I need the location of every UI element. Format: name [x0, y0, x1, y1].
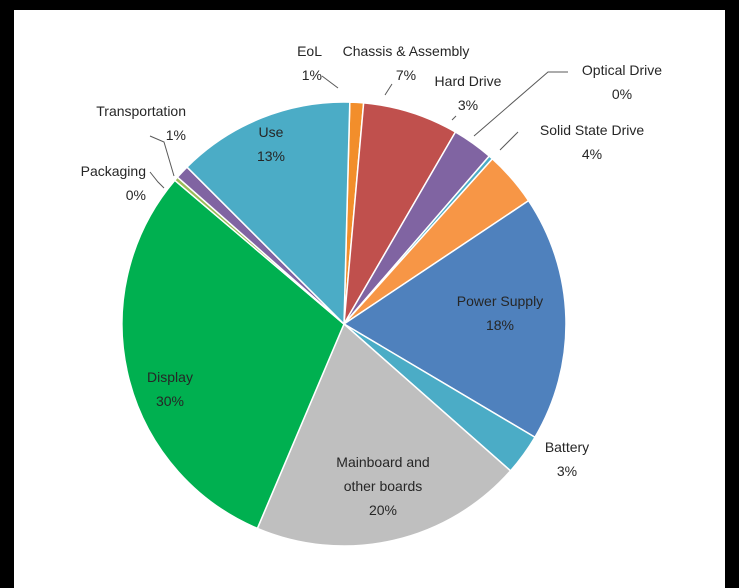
data-label-use: Use 13%	[257, 124, 285, 164]
data-labels: EoL 1% Chassis & Assembly 7% Hard Drive 3% Opt…	[81, 43, 663, 518]
leader-line-optical-drive	[473, 71, 568, 137]
leader-lines	[149, 71, 568, 189]
data-label-transportation: Transportation 1%	[96, 103, 186, 143]
data-label-packaging: Packaging 0%	[81, 163, 146, 203]
slice-power-supply	[342, 199, 567, 439]
data-label-power-supply: Power Supply 18%	[457, 293, 543, 333]
leader-line-solid-state-drive	[499, 131, 519, 151]
leader-line-packaging	[149, 171, 165, 189]
slice-display	[121, 179, 345, 530]
data-label-mainboard-and-other-boards: Mainboard and other boards 20%	[336, 454, 429, 518]
data-label-chassis-and-assembly: Chassis & Assembly 7%	[343, 43, 470, 83]
leader-line-chassis-and-assembly	[384, 83, 393, 96]
data-label-optical-drive: Optical Drive 0%	[582, 62, 662, 102]
data-label-solid-state-drive: Solid State Drive 4%	[540, 122, 644, 162]
data-label-hard-drive: Hard Drive 3%	[435, 73, 502, 113]
data-label-battery: Battery 3%	[545, 439, 589, 479]
slice-use	[185, 101, 351, 326]
data-label-eol: EoL 1%	[297, 43, 322, 83]
data-label-display: Display 30%	[147, 369, 193, 409]
leader-line-eol	[321, 75, 339, 89]
pie-slices	[121, 101, 567, 547]
leader-line-hard-drive	[451, 115, 457, 121]
leader-line-transportation	[149, 135, 175, 177]
